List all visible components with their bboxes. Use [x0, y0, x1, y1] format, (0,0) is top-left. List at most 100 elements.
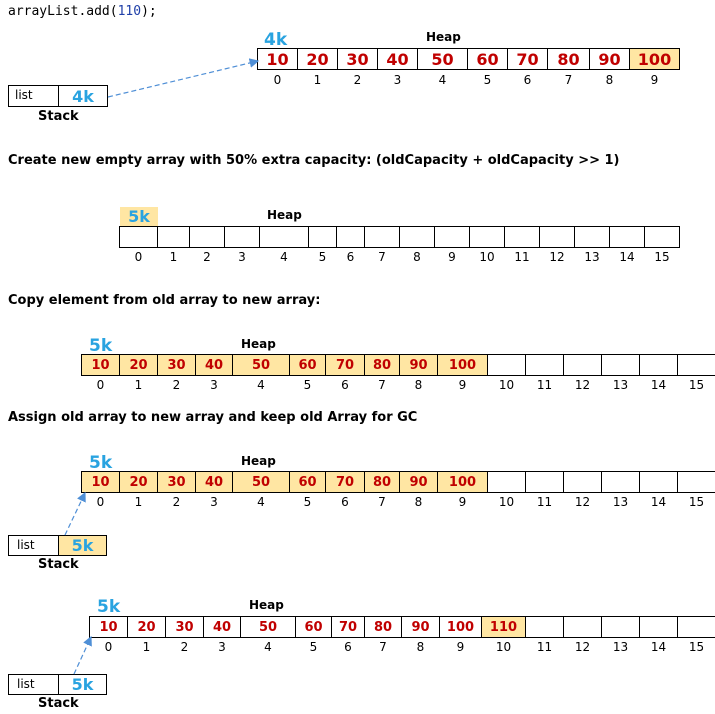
address-label-copied: 5k [89, 336, 113, 356]
heap-label-old: Heap [426, 30, 461, 44]
heading-create-new-array: Create new empty array with 50% extra ca… [8, 153, 620, 168]
array-index-label: 9 [458, 378, 467, 392]
array-index-label: 4 [264, 640, 272, 654]
array-cell: 80 [364, 471, 400, 493]
array-cell: 70 [325, 354, 365, 376]
array-cell: 30 [165, 616, 204, 638]
array-cell: 40 [377, 48, 418, 70]
array-cell: 30 [157, 354, 196, 376]
address-label-final: 5k [97, 597, 121, 617]
array-index-label: 3 [210, 378, 218, 392]
array-index-label: 6 [523, 73, 532, 87]
array-index-label: 5 [483, 73, 492, 87]
array-index-label: 1 [134, 378, 143, 392]
stack-frame-first: list 4k [8, 85, 108, 107]
array-index-label: 8 [413, 250, 421, 264]
array-cell: 80 [364, 354, 400, 376]
array-index-label: 5 [309, 640, 318, 654]
heading-assign-array: Assign old array to new array and keep o… [8, 410, 418, 425]
array-index-label: 3 [218, 640, 226, 654]
stack-frame-assigned: list 5k [8, 535, 107, 556]
arrow-stack-to-assigned-array [64, 491, 86, 536]
array-index-label: 6 [344, 640, 352, 654]
array-index-label: 0 [96, 378, 105, 392]
array-index-label: 10 [498, 378, 515, 392]
heading-copy-elements: Copy element from old array to new array… [8, 293, 321, 308]
array-index-label: 0 [134, 250, 143, 264]
array-index-label: 10 [495, 640, 512, 654]
array-index-label: 14 [650, 378, 667, 392]
array-index-label: 12 [574, 640, 591, 654]
array-cell: 110 [481, 616, 526, 638]
array-index-label: 8 [605, 73, 614, 87]
arrow-stack-to-final-array [73, 635, 92, 675]
array-index-label: 13 [612, 495, 629, 509]
array-cell [677, 354, 715, 376]
array-index-label: 2 [203, 250, 211, 264]
array-index-label: 8 [414, 378, 423, 392]
array-index-label: 3 [238, 250, 246, 264]
heap-label-final: Heap [249, 598, 284, 612]
array-index-label: 7 [564, 73, 573, 87]
stack-title-assigned: Stack [38, 557, 79, 572]
array-cell [677, 471, 715, 493]
array-cell: 100 [439, 616, 482, 638]
stack-reference-value: 5k [58, 675, 106, 694]
array-cell: 40 [195, 354, 233, 376]
array-index-label: 0 [273, 73, 282, 87]
array-index-label: 13 [612, 378, 629, 392]
array-index-label: 1 [134, 495, 143, 509]
array-index-label: 9 [650, 73, 659, 87]
heap-label-new-empty: Heap [267, 208, 302, 222]
array-index-label: 11 [536, 495, 553, 509]
array-index-label: 15 [688, 640, 705, 654]
heap-label-copied: Heap [241, 337, 276, 351]
array-index-label: 4 [438, 73, 447, 87]
array-index-label: 2 [180, 640, 189, 654]
array-cell: 90 [589, 48, 630, 70]
array-index-label: 5 [318, 250, 327, 264]
array-index-label: 10 [498, 495, 515, 509]
arrow-stack-to-old-array [107, 58, 260, 98]
array-cell: 90 [399, 471, 438, 493]
array-index-label: 8 [414, 495, 423, 509]
array-cell: 80 [364, 616, 402, 638]
array-index-label: 15 [654, 250, 670, 264]
stack-frame-final: list 5k [8, 674, 107, 695]
array-index-label: 11 [514, 250, 530, 264]
stack-variable-label: list [15, 88, 33, 102]
array-index-label: 1 [142, 640, 151, 654]
array-index-label: 9 [448, 250, 456, 264]
array-index-label: 4 [257, 378, 265, 392]
array-cell: 50 [240, 616, 296, 638]
array-cell: 10 [81, 471, 120, 493]
code-argument: 110 [117, 4, 142, 19]
array-index-label: 8 [416, 640, 425, 654]
array-cell: 30 [337, 48, 378, 70]
array-cell: 40 [195, 471, 233, 493]
array-index-label: 9 [458, 495, 467, 509]
address-label-new-empty: 5k [120, 207, 158, 226]
array-cell: 30 [157, 471, 196, 493]
array-cell: 100 [437, 354, 488, 376]
stack-variable-label: list [17, 677, 35, 691]
array-index-label: 2 [172, 495, 181, 509]
code-method: arrayList.add( [8, 4, 118, 19]
array-cell: 70 [325, 471, 365, 493]
code-line: arrayList.add(110); [8, 4, 157, 19]
array-cell: 60 [289, 354, 326, 376]
array-index-label: 12 [574, 495, 591, 509]
array-index-label: 6 [346, 250, 355, 264]
array-index-label: 7 [378, 378, 386, 392]
heap-label-assigned: Heap [241, 454, 276, 468]
array-index-label: 9 [456, 640, 465, 654]
array-index-label: 6 [341, 495, 349, 509]
array-cell: 50 [232, 471, 290, 493]
array-index-label: 2 [172, 378, 181, 392]
array-index-label: 7 [378, 250, 386, 264]
code-end: ); [141, 4, 157, 19]
array-index-label: 15 [688, 378, 705, 392]
array-index-label: 0 [104, 640, 113, 654]
array-index-label: 2 [353, 73, 362, 87]
